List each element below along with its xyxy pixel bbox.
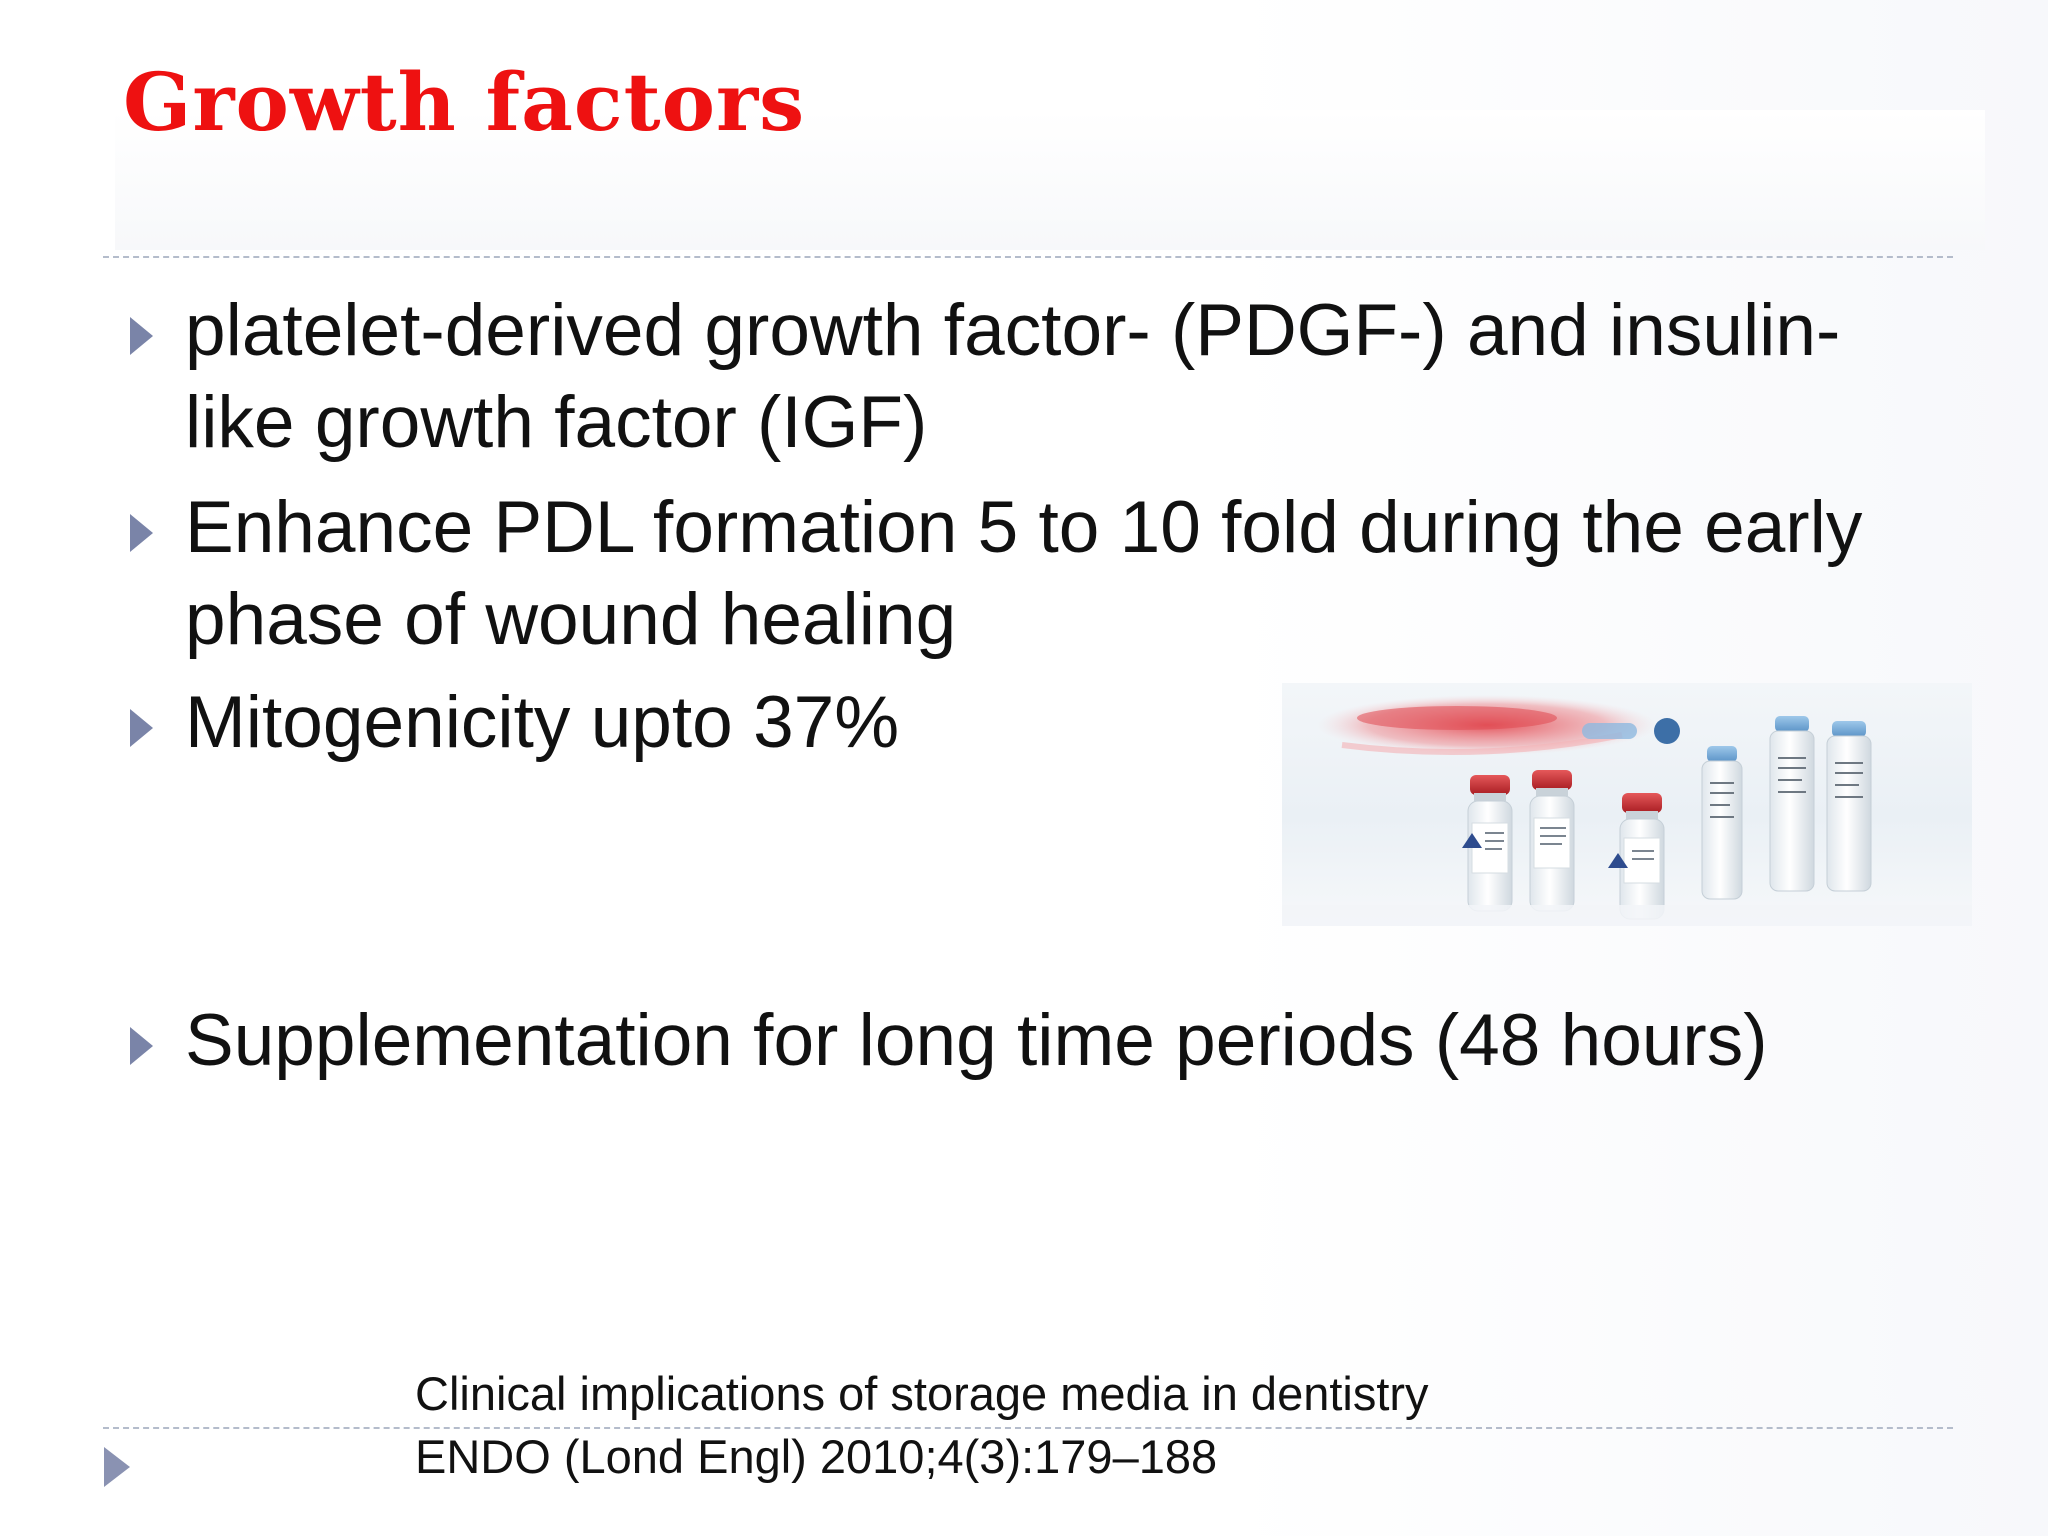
bottom-divider	[103, 1427, 1953, 1429]
citation: Clinical implications of storage media i…	[415, 1362, 1429, 1488]
triangle-bullet-icon	[130, 317, 153, 355]
bullet-text: Supplementation for long time periods (4…	[185, 1000, 1768, 1081]
bullet-text: platelet-derived growth factor- (PDGF-) …	[185, 290, 1841, 463]
slide-title: Growth factors	[123, 55, 806, 149]
footer-triangle-icon	[104, 1447, 130, 1487]
bullet-text: Mitogenicity upto 37%	[185, 682, 900, 763]
vials-illustration	[1282, 695, 1972, 926]
bullet-text: Enhance PDL formation 5 to 10 fold durin…	[185, 487, 1863, 660]
title-band	[115, 110, 1985, 250]
growth-factor-vials-image	[1282, 683, 1972, 926]
triangle-bullet-icon	[130, 514, 153, 552]
citation-title: Clinical implications of storage media i…	[415, 1367, 1429, 1420]
top-divider	[103, 256, 1953, 258]
triangle-bullet-icon	[130, 1027, 153, 1065]
citation-journal: ENDO (Lond Engl) 2010;4(3):179–188	[415, 1430, 1218, 1483]
triangle-bullet-icon	[130, 709, 153, 747]
